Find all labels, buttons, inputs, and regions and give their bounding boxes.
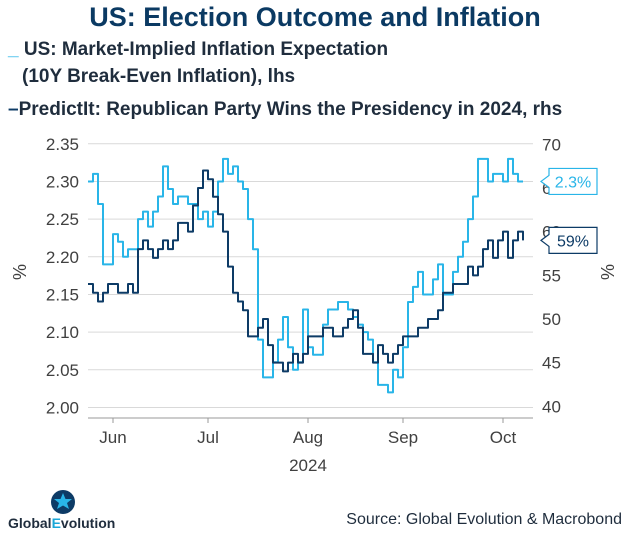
y-right-tick-label: 50: [542, 310, 561, 329]
legend-predictit-label: PredictIt: Republican Party Wins the Pre…: [18, 99, 563, 120]
x-tick-label: Aug: [293, 428, 323, 447]
y-left-tick-label: 2.05: [46, 361, 79, 380]
y-right-tick-label: 70: [542, 135, 561, 154]
y-left-tick-label: 2.00: [46, 398, 79, 417]
inflation-line: [88, 157, 523, 394]
x-tick-label: Sep: [388, 428, 418, 447]
y-left-tick-label: 2.10: [46, 323, 79, 342]
legend-inflation-marker: _: [8, 39, 24, 60]
y-left-tick-label: 2.30: [46, 172, 79, 191]
logo-text-e: E: [51, 515, 61, 531]
inflation-end-box: [540, 167, 598, 196]
y-left-axis-label: %: [10, 264, 30, 280]
y-right-axis-label: %: [598, 264, 618, 280]
y-left-tick-label: 2.20: [46, 248, 79, 267]
logo-text: GlobalEvolution: [8, 515, 115, 531]
x-tick-label: Oct: [490, 428, 517, 447]
logo-text-volution: volution: [60, 515, 116, 531]
legend-inflation-label-1: US: Market-Implied Inflation Expectation: [23, 39, 389, 60]
y-right-tick-label: 45: [542, 354, 561, 373]
logo-star-icon: [54, 493, 72, 509]
predictit-end-label: 59%: [557, 233, 589, 250]
predictit-end-box: [540, 226, 598, 254]
legend-predictit-marker: –: [8, 99, 19, 120]
logo-text-global: Global: [8, 515, 52, 531]
predictit-line: [88, 169, 524, 373]
legend-inflation-line-2: (10Y Break-Even Inflation), lhs: [22, 66, 296, 87]
y-left-tick-label: 2.25: [46, 210, 79, 229]
inflation-end-label: 2.3%: [555, 174, 591, 191]
y-right-tick-label: 55: [542, 266, 561, 285]
legend-predictit: –PredictIt: Republican Party Wins the Pr…: [8, 99, 562, 121]
y-left-tick-label: 2.35: [46, 135, 79, 154]
y-right-tick-label: 40: [542, 397, 561, 416]
x-tick-label: Jul: [197, 428, 219, 447]
legend-inflation: _ US: Market-Implied Inflation Expectati…: [8, 39, 388, 61]
x-tick-label: Jun: [99, 428, 126, 447]
source-note: Source: Global Evolution & Macrobond: [346, 511, 622, 528]
chart-title: US: Election Outcome and Inflation: [89, 2, 541, 32]
y-left-tick-label: 2.15: [46, 285, 79, 304]
x-axis-label: 2024: [289, 456, 327, 475]
global-evolution-logo: [51, 490, 75, 514]
